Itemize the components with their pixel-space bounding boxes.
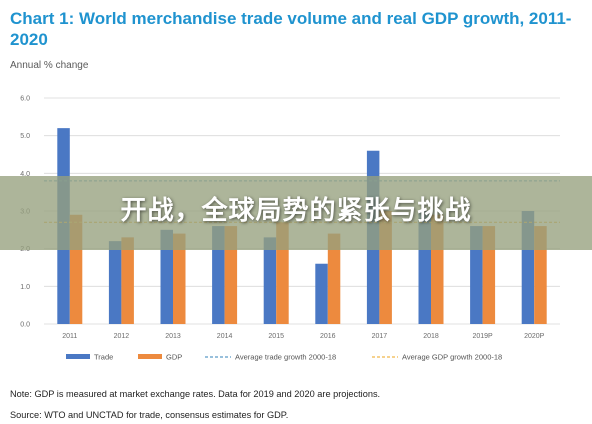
gdp-bar [327, 233, 341, 324]
x-tick-label: 2018 [423, 333, 439, 340]
chart-subtitle: Annual % change [10, 60, 89, 71]
y-tick-label: 1.0 [20, 284, 30, 291]
y-tick-label: 4.0 [20, 171, 30, 178]
legend-label: Average trade growth 2000-18 [235, 353, 336, 362]
x-tick-label: 2020P [524, 333, 545, 340]
trade-bar [263, 237, 277, 324]
legend-swatch [138, 354, 162, 359]
legend-label: Average GDP growth 2000-18 [402, 353, 502, 362]
gdp-bar [173, 233, 186, 324]
gdp-bar [482, 226, 496, 324]
legend-label: GDP [166, 353, 182, 362]
x-tick-label: 2012 [114, 333, 130, 340]
trade-bar [212, 226, 225, 324]
trade-bar [160, 229, 173, 324]
y-tick-label: 5.0 [20, 133, 30, 140]
trade-bar [108, 241, 122, 324]
x-tick-label: 2015 [268, 333, 284, 340]
chart-title: Chart 1: World merchandise trade volume … [10, 9, 572, 49]
y-tick-label: 0.0 [20, 322, 30, 329]
x-tick-label: 2013 [165, 333, 181, 340]
overlay-text: 开战，全球局势的紧张与挑战 [120, 196, 472, 226]
x-tick-label: 2014 [217, 333, 233, 340]
chart-source: Source: WTO and UNCTAD for trade, consen… [10, 410, 289, 420]
x-tick-label: 2011 [62, 333, 77, 340]
x-tick-label: 2017 [372, 333, 388, 340]
legend-swatch [66, 354, 90, 359]
overlay-banner [0, 176, 592, 250]
gdp-bar [121, 237, 134, 324]
chart-note: Note: GDP is measured at market exchange… [10, 389, 381, 399]
x-tick-label: 2019P [472, 333, 493, 340]
gdp-bar [534, 226, 547, 324]
legend-label: Trade [94, 353, 113, 362]
gdp-bar [224, 226, 238, 324]
x-tick-label: 2016 [320, 333, 336, 340]
y-tick-label: 6.0 [20, 96, 30, 103]
trade-bar [315, 263, 328, 324]
trade-bar [470, 226, 483, 324]
